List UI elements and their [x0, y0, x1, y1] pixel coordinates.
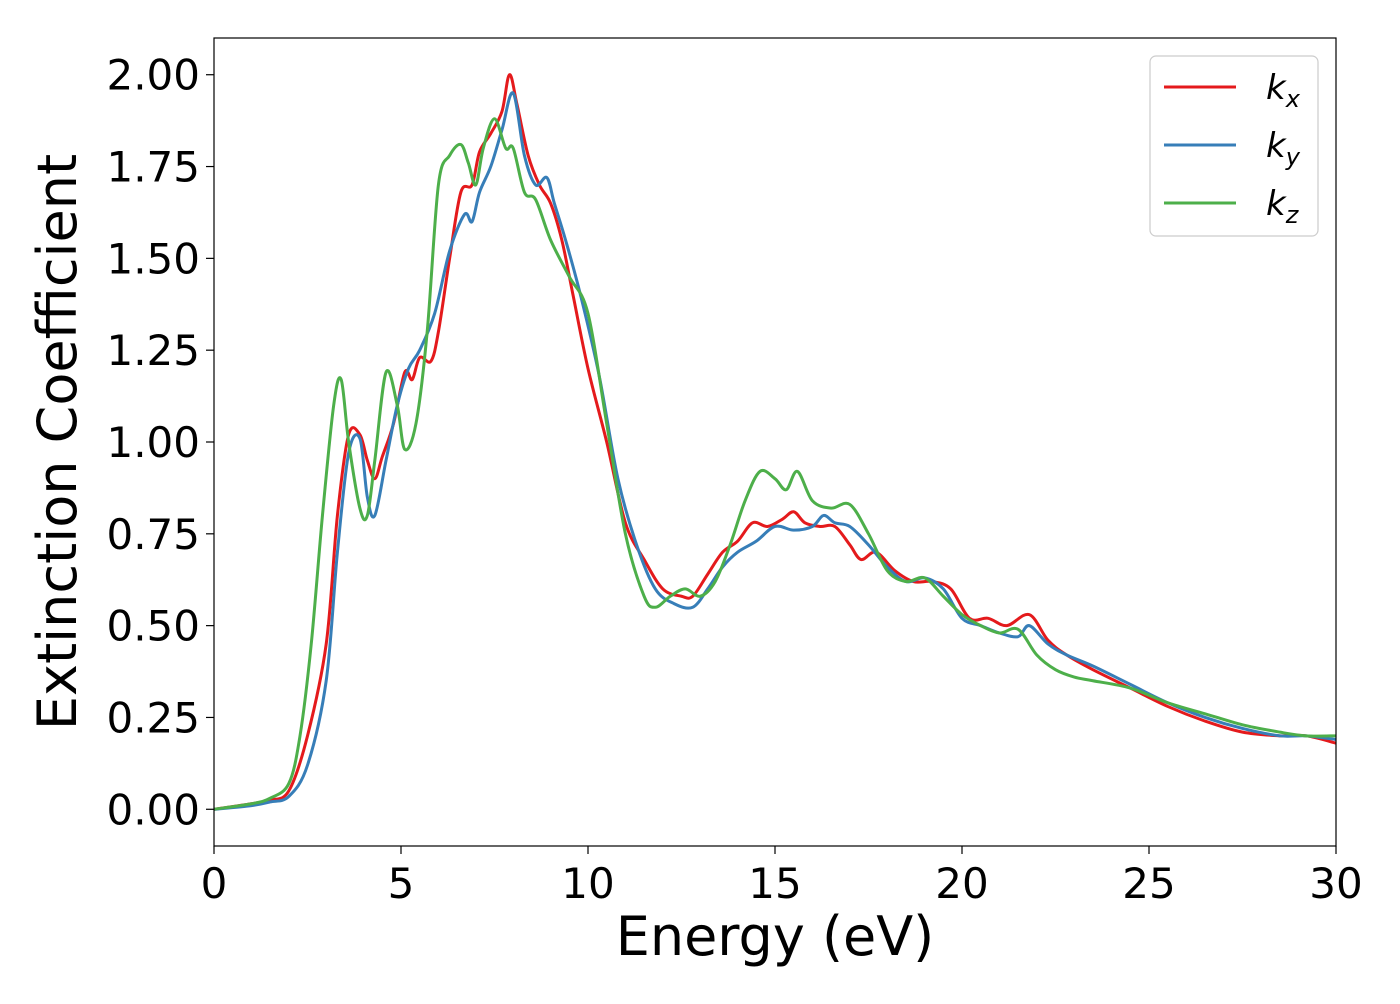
x-tick-label: 5	[388, 859, 415, 908]
series-line-kz	[214, 117, 1336, 811]
series-line-ky	[214, 91, 1336, 811]
y-tick-label: 1.50	[106, 234, 200, 283]
legend: kx ky kz	[1149, 55, 1319, 237]
y-tick-label: 0.00	[106, 785, 200, 834]
y-axis-title: Extinction Coefficient	[26, 154, 89, 730]
x-tick-label: 0	[201, 859, 228, 908]
y-tick-label: 1.25	[106, 326, 200, 375]
y-tick-label: 0.25	[106, 693, 200, 742]
y-axis: 0.00 0.25 0.50 0.75 1.00 1.25 1.50 1.75 2.00	[106, 51, 214, 834]
legend-label-ky: ky	[1266, 126, 1301, 171]
y-tick-label: 1.75	[106, 143, 200, 192]
x-tick-label: 25	[1122, 859, 1175, 908]
x-tick-label: 15	[748, 859, 801, 908]
y-tick-label: 2.00	[106, 51, 200, 100]
x-tick-label: 20	[935, 859, 988, 908]
x-tick-label: 30	[1309, 859, 1362, 908]
y-tick-label: 0.50	[106, 602, 200, 651]
y-tick-label: 1.00	[106, 418, 200, 467]
x-axis-title: Energy (eV)	[616, 905, 935, 968]
x-tick-label: 10	[561, 859, 614, 908]
series-line-kx	[214, 73, 1336, 811]
series-layer	[214, 73, 1336, 811]
legend-label-kz: kz	[1266, 184, 1300, 229]
legend-label-kx: kx	[1266, 68, 1301, 113]
x-axis: 0 5 10 15 20 25 30	[201, 846, 1363, 908]
y-tick-label: 0.75	[106, 510, 200, 559]
